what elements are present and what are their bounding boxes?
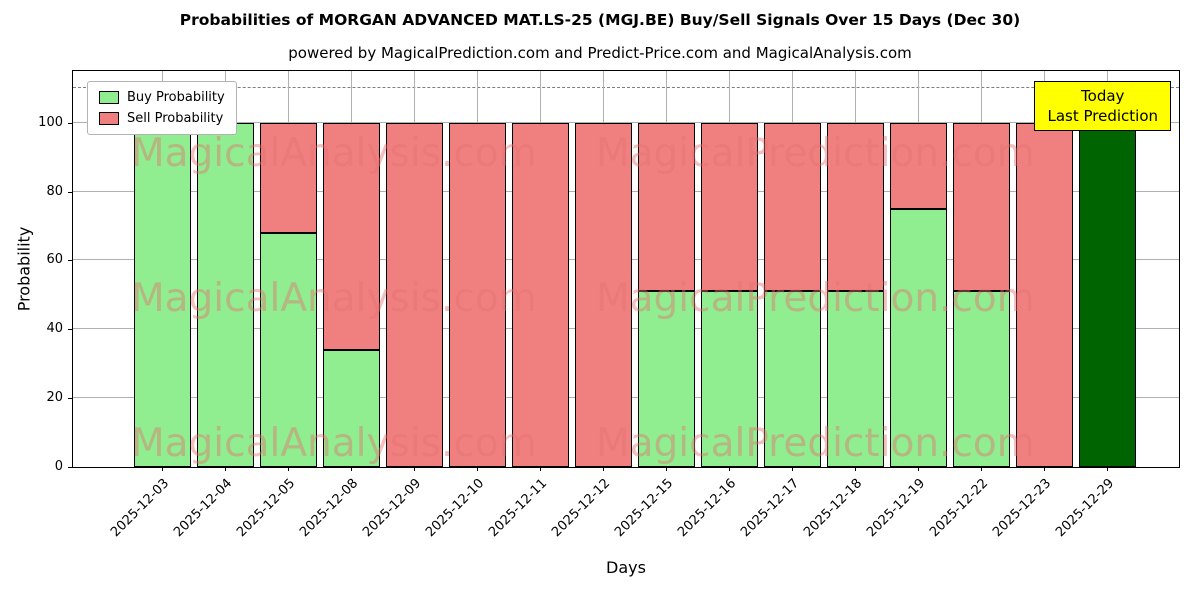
- y-tick-mark: [68, 329, 72, 331]
- x-tick-mark: [981, 467, 982, 471]
- x-tick-label: 2025-12-09: [360, 476, 425, 541]
- x-tick-mark: [351, 467, 352, 471]
- x-tick-mark: [1044, 467, 1045, 471]
- watermark-text: MagicalAnalysis.com: [131, 276, 537, 321]
- bar-segment-buy: [952, 291, 1010, 467]
- y-tick-label: 0: [54, 459, 63, 474]
- y-tick-mark: [68, 260, 72, 262]
- bar-segment-buy: [889, 208, 947, 467]
- x-tick-label: 2025-12-29: [1053, 476, 1118, 541]
- x-tick-label: 2025-12-10: [423, 476, 488, 541]
- x-tick-label: 2025-12-04: [171, 476, 236, 541]
- x-tick-mark: [540, 467, 541, 471]
- x-tick-label: 2025-12-12: [549, 476, 614, 541]
- today-annotation: Today Last Prediction: [1034, 81, 1171, 131]
- bar-segment-sell: [889, 122, 947, 209]
- bar-today: [1078, 122, 1136, 467]
- y-gridline: [73, 121, 1179, 123]
- x-tick-mark: [288, 467, 289, 471]
- watermark-text: MagicalPrediction.com: [596, 421, 1035, 466]
- y-tick-mark: [68, 398, 72, 400]
- bar-segment-sell: [1015, 122, 1073, 467]
- chart-subtitle: powered by MagicalPrediction.com and Pre…: [288, 44, 912, 62]
- bar-segment-buy: [763, 291, 821, 467]
- bar-segment-sell: [700, 122, 758, 292]
- bar-segment-sell: [448, 122, 506, 467]
- today-annotation-line2: Last Prediction: [1047, 107, 1158, 125]
- x-tick-label: 2025-12-22: [927, 476, 992, 541]
- x-tick-label: 2025-12-03: [108, 476, 173, 541]
- x-tick-mark: [792, 467, 793, 471]
- x-tick-mark: [1107, 467, 1108, 471]
- threshold-line: [73, 87, 1179, 89]
- bar-segment-sell: [952, 122, 1010, 292]
- x-tick-mark: [729, 467, 730, 471]
- y-tick-label: 60: [46, 252, 63, 268]
- bar-segment-sell: [385, 122, 443, 467]
- y-axis-label: Probability: [14, 226, 34, 312]
- bar-segment-buy: [196, 122, 254, 467]
- watermark-text: MagicalAnalysis.com: [131, 131, 537, 176]
- x-tick-label: 2025-12-23: [990, 476, 1055, 541]
- y-tick-label: 80: [46, 183, 63, 199]
- legend-buy-label: Buy Probability: [127, 90, 225, 105]
- legend-item-sell: Sell Probability: [99, 111, 225, 126]
- y-tick-mark: [68, 467, 72, 468]
- x-tick-mark: [477, 467, 478, 471]
- watermark-text: MagicalPrediction.com: [596, 276, 1035, 321]
- bar-segment-sell: [637, 122, 695, 292]
- bar-segment-sell: [574, 122, 632, 467]
- y-tick-mark: [68, 191, 72, 193]
- y-tick-mark: [68, 122, 72, 124]
- x-axis-label: Days: [606, 558, 646, 577]
- x-tick-label: 2025-12-15: [612, 476, 677, 541]
- x-tick-mark: [666, 467, 667, 471]
- x-tick-mark: [162, 467, 163, 471]
- x-tick-label: 2025-12-11: [486, 476, 551, 541]
- x-tick-mark: [225, 467, 226, 471]
- chart-title: Probabilities of MORGAN ADVANCED MAT.LS-…: [179, 11, 1021, 29]
- legend-item-buy: Buy Probability: [99, 90, 225, 105]
- x-tick-label: 2025-12-19: [864, 476, 929, 541]
- bar-segment-buy: [637, 291, 695, 467]
- y-tick-label: 20: [46, 390, 63, 406]
- x-tick-label: 2025-12-08: [297, 476, 362, 541]
- sell-swatch: [99, 112, 119, 125]
- x-tick-mark: [414, 467, 415, 471]
- x-tick-mark: [603, 467, 604, 471]
- bar-segment-sell: [763, 122, 821, 292]
- buy-swatch: [99, 91, 119, 104]
- bar-segment-sell: [259, 122, 317, 233]
- bar-segment-buy: [259, 232, 317, 467]
- bar-segment-buy: [826, 291, 884, 467]
- x-tick-label: 2025-12-17: [738, 476, 803, 541]
- bar-segment-sell: [322, 122, 380, 350]
- x-tick-label: 2025-12-16: [675, 476, 740, 541]
- x-tick-mark: [855, 467, 856, 471]
- watermark-text: MagicalAnalysis.com: [131, 421, 537, 466]
- x-tick-label: 2025-12-18: [801, 476, 866, 541]
- x-tick-label: 2025-12-05: [234, 476, 299, 541]
- watermark-text: MagicalPrediction.com: [596, 131, 1035, 176]
- bar-segment-sell: [826, 122, 884, 292]
- plot-area: Buy Probability Sell Probability Today L…: [38, 70, 1180, 540]
- x-tick-mark: [918, 467, 919, 471]
- legend-sell-label: Sell Probability: [127, 111, 224, 126]
- y-tick-label: 100: [38, 114, 63, 130]
- y-tick-label: 40: [46, 321, 63, 337]
- legend: Buy Probability Sell Probability: [87, 81, 237, 135]
- bar-segment-buy: [700, 291, 758, 467]
- today-annotation-line1: Today: [1081, 87, 1125, 105]
- bar-segment-sell: [511, 122, 569, 467]
- bar-segment-buy: [322, 349, 380, 467]
